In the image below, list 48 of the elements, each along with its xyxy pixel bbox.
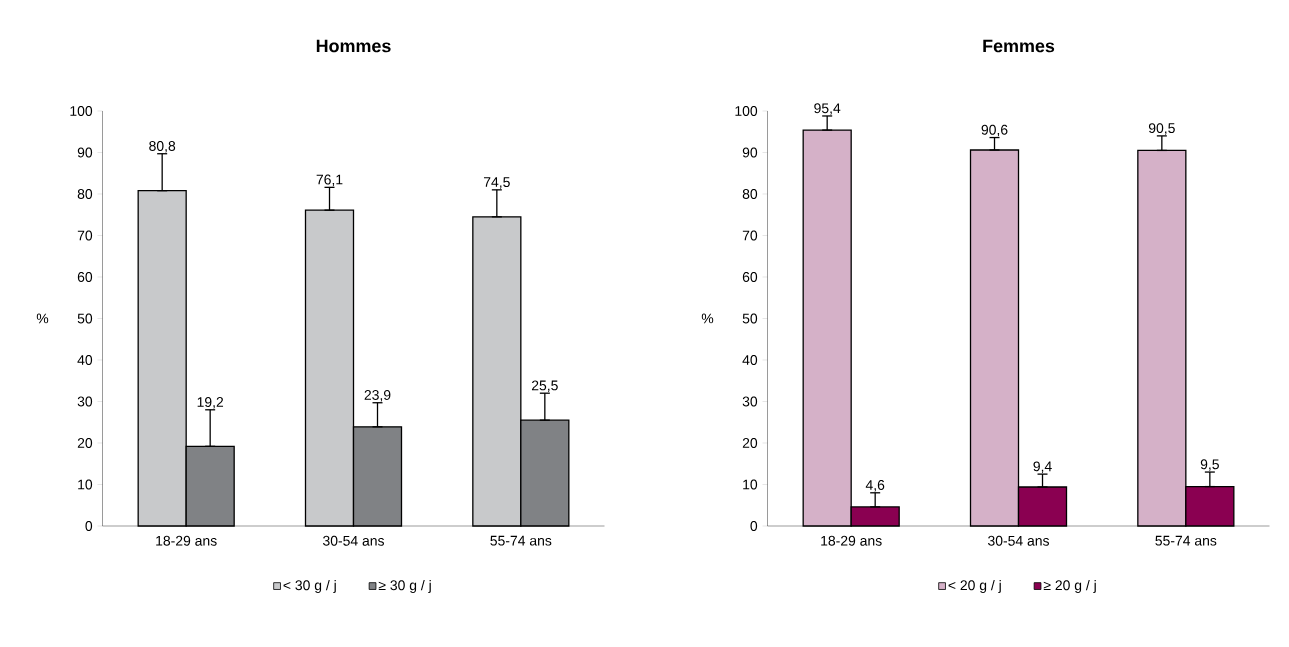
y-axis-title: % [36,313,49,324]
data-label: 76,1 [316,174,343,187]
legend-label: ≥ 20 g / j [1043,579,1096,593]
y-axis-title: % [701,313,714,324]
x-tick-label: 18-29 ans [156,535,217,546]
legend-label: < 30 g / j [283,579,336,593]
data-label: 90,6 [981,124,1008,137]
y-tick-label: 70 [742,230,758,241]
data-label: 23,9 [364,390,391,402]
data-label: 95,4 [814,103,841,115]
y-tick-label: 0 [85,521,93,531]
data-label: 19,2 [197,397,224,409]
y-tick-label: 40 [742,355,758,365]
y-tick-label: 30 [742,396,758,407]
y-tick-label: 100 [735,106,758,116]
data-label: 9,5 [1200,459,1219,471]
y-tick-label: 20 [742,438,758,448]
x-tick-label: 18-29 ans [821,535,882,546]
x-tick-label: 30-54 ans [323,535,384,546]
chart-title: Femmes [983,39,1055,53]
y-tick-label: 50 [77,313,93,324]
y-tick-label: 40 [77,355,93,365]
legend-label: ≥ 30 g / j [378,579,431,593]
data-label: 4,6 [865,480,885,492]
y-tick-label: 10 [78,479,93,490]
y-tick-label: 60 [77,272,93,282]
x-tick-label: 55-74 ans [490,535,552,546]
y-tick-label: 30 [77,396,93,407]
y-tick-label: 80 [77,189,93,199]
y-tick-label: 90 [742,147,758,158]
chart-title: Hommes [316,39,391,53]
x-tick-label: 55-74 ans [1155,535,1217,546]
y-tick-label: 50 [742,313,758,324]
data-label: 90,5 [1148,123,1175,135]
y-tick-label: 60 [742,272,758,282]
y-tick-label: 20 [77,438,93,448]
data-label: 25,5 [531,380,558,392]
data-label: 9,4 [1033,461,1052,473]
y-tick-label: 100 [70,106,93,116]
y-tick-label: 80 [742,189,758,199]
data-label: 80,8 [149,141,176,153]
x-tick-label: 30-54 ans [988,535,1049,546]
y-tick-label: 90 [77,147,93,158]
y-tick-label: 70 [77,230,93,241]
legend-label: < 20 g / j [948,579,1001,593]
y-tick-label: 0 [750,521,758,531]
data-label: 74,5 [483,177,510,189]
y-tick-label: 10 [743,479,758,490]
